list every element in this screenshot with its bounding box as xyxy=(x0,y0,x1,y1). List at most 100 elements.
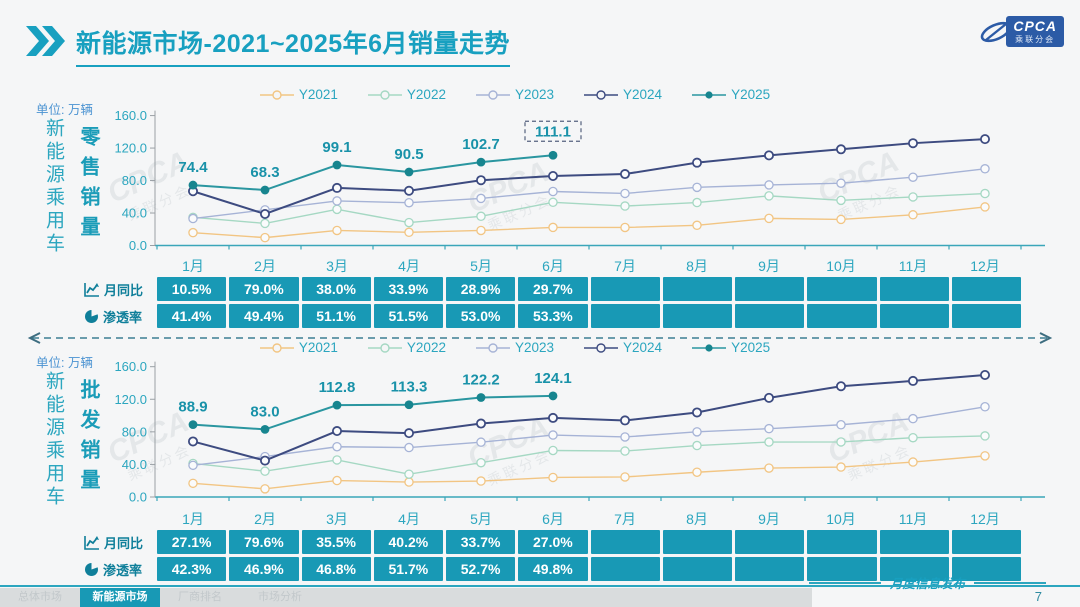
data-point xyxy=(764,213,774,224)
data-point xyxy=(980,164,990,174)
trend-line-icon xyxy=(84,282,99,297)
data-point xyxy=(188,420,198,429)
data-point xyxy=(764,463,774,473)
tab-新能源市场[interactable]: 新能源市场 xyxy=(80,588,160,607)
month-label: 12月 xyxy=(970,258,1000,274)
legend-item-Y2024: Y2024 xyxy=(584,87,662,102)
section-label-wholesale: 新能源乘用车 xyxy=(43,371,64,509)
data-point xyxy=(836,437,846,447)
data-point xyxy=(620,432,630,442)
data-point xyxy=(332,204,342,215)
data-point xyxy=(404,469,414,479)
data-point xyxy=(764,150,775,161)
table-cell: 40.2% xyxy=(373,530,443,554)
month-label: 3月 xyxy=(326,258,348,274)
data-point xyxy=(980,202,990,212)
table-row: 42.3% 46.9% 46.8% 51.7% 52.7% 49.8% xyxy=(157,557,1021,581)
table-cell xyxy=(590,557,660,581)
legend-marker-icon xyxy=(367,89,402,100)
month-label: 4月 xyxy=(398,258,420,274)
data-label: 90.5 xyxy=(394,146,423,163)
pie-chart-icon xyxy=(85,308,99,323)
data-point xyxy=(980,188,990,199)
table-cell: 27.1% xyxy=(157,530,227,554)
month-label: 8月 xyxy=(686,511,708,527)
data-point xyxy=(980,431,990,441)
y-tick-label: 40.0 xyxy=(122,457,147,472)
tab-市场分析[interactable]: 市场分析 xyxy=(258,591,302,603)
table-cell: 51.7% xyxy=(373,557,443,581)
data-point xyxy=(476,457,486,468)
data-point xyxy=(547,412,558,423)
data-point xyxy=(836,420,846,430)
month-label: 11月 xyxy=(898,258,928,274)
table-row: 27.1% 79.6% 35.5% 40.2% 33.7% 27.0% xyxy=(157,530,1021,554)
data-point xyxy=(260,484,270,494)
data-point xyxy=(188,180,198,190)
y-tick-label: 160.0 xyxy=(114,108,147,123)
data-point xyxy=(260,466,270,476)
row-header-yoy-retail: 月同比 xyxy=(84,277,156,301)
wholesale-sales-chart: 0.0 40.0 80.0 120.0 160.0 88.9 83.0 112.8 113.3 1… xyxy=(114,359,1045,505)
legend-label: Y2023 xyxy=(514,87,555,102)
data-point xyxy=(332,225,342,236)
month-label: 11月 xyxy=(898,511,928,527)
legend-retail: Y2021 Y2022 Y2023 Y2024 Y2025 xyxy=(0,87,1055,102)
month-label: 4月 xyxy=(398,511,420,527)
table-cell: 29.7% xyxy=(518,277,588,301)
data-point xyxy=(403,428,414,439)
publish-text: 月度信息发布 xyxy=(889,577,965,591)
data-point xyxy=(188,436,199,447)
month-label: 5月 xyxy=(470,511,492,527)
table-cell xyxy=(951,530,1021,554)
data-point xyxy=(548,197,558,208)
table-cell xyxy=(807,304,877,328)
data-point xyxy=(259,455,270,466)
legend-item-Y2024: Y2024 xyxy=(584,340,662,355)
month-label: 8月 xyxy=(686,258,708,274)
table-cell: 79.6% xyxy=(229,530,299,554)
month-axis-retail: 1月 2月 3月 4月 5月 6月 7月 8月 9月 10月 11月 12月 xyxy=(157,256,1021,276)
data-point xyxy=(332,475,342,486)
table-cell xyxy=(662,557,732,581)
data-point xyxy=(548,430,558,440)
data-point xyxy=(908,138,919,149)
month-label: 10月 xyxy=(826,511,856,527)
table-cell xyxy=(590,304,660,328)
table-cell: 52.7% xyxy=(446,557,516,581)
bottom-tab-bar: 总体市场 新能源市场 厂商排名 市场分析 xyxy=(0,588,812,607)
logo-text: CPCA xyxy=(1013,18,1057,34)
data-label: 113.3 xyxy=(391,379,428,396)
table-cell: 41.4% xyxy=(157,304,227,328)
table-cell: 46.9% xyxy=(229,557,299,581)
unit-label: 单位: 万辆 xyxy=(36,356,93,370)
tab-总体市场[interactable]: 总体市场 xyxy=(18,591,62,603)
data-point xyxy=(620,446,630,456)
row-header-penetration-wholesale: 渗透率 xyxy=(84,557,156,581)
table-cell xyxy=(735,530,805,554)
table-cell: 33.7% xyxy=(446,530,516,554)
data-point xyxy=(476,476,486,486)
table-cell xyxy=(879,557,949,581)
data-point xyxy=(332,400,342,410)
table-cell: 51.5% xyxy=(373,304,443,328)
pie-chart-icon xyxy=(85,561,99,576)
table-cell xyxy=(735,557,805,581)
y-tick-label: 120.0 xyxy=(114,392,147,407)
data-point xyxy=(620,472,630,482)
tab-厂商排名[interactable]: 厂商排名 xyxy=(178,591,222,603)
data-point xyxy=(547,170,558,181)
data-point xyxy=(331,426,342,437)
data-point xyxy=(188,478,198,489)
data-point xyxy=(836,214,846,225)
data-point xyxy=(692,440,702,451)
data-point xyxy=(836,462,846,472)
data-label: 99.1 xyxy=(322,139,351,156)
table-cell xyxy=(807,530,877,554)
table-row: 10.5% 79.0% 38.0% 33.9% 28.9% 29.7% xyxy=(157,277,1021,301)
y-tick-label: 80.0 xyxy=(122,173,147,188)
month-label: 7月 xyxy=(614,511,636,527)
data-label: 68.3 xyxy=(250,164,279,181)
axis-title-retail: 零售销量 xyxy=(77,126,99,246)
table-cell: 49.8% xyxy=(518,557,588,581)
